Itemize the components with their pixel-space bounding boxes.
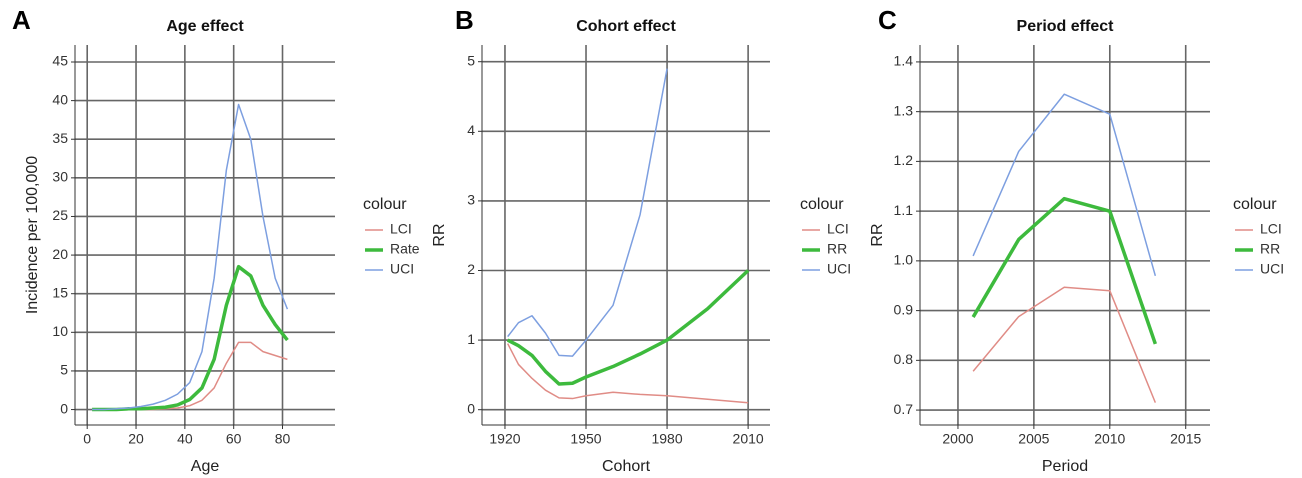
y-tick-label: 0.7 xyxy=(894,401,914,417)
y-tick-label: 1.2 xyxy=(894,152,914,168)
legend-label: UCI xyxy=(1260,261,1284,277)
y-tick-label: 5 xyxy=(60,362,68,378)
x-tick-label: 40 xyxy=(177,431,193,447)
y-tick-label: 2 xyxy=(467,261,475,277)
legend-label: LCI xyxy=(827,221,849,237)
panel: 0 5 10 15 20 25 30 35 40 45 0 20 40 60 80 A Age effect Ag… xyxy=(12,5,420,475)
y-tick-label: 3 xyxy=(467,192,475,208)
y-tick-label: 35 xyxy=(52,130,68,146)
y-tick-label: 0 xyxy=(467,400,475,416)
y-tick-label: 4 xyxy=(467,122,475,138)
chart-title: Age effect xyxy=(166,18,244,35)
line-series xyxy=(507,343,749,404)
chart-title: Cohort effect xyxy=(576,18,676,35)
legend-label: UCI xyxy=(390,261,414,277)
y-tick-label: 15 xyxy=(52,284,68,300)
x-tick-label: 2010 xyxy=(1094,431,1125,447)
y-tick-label: 45 xyxy=(52,53,68,69)
y-tick-label: 10 xyxy=(52,323,68,339)
legend-label: LCI xyxy=(390,221,412,237)
x-axis-label: Period xyxy=(1042,458,1088,475)
line-series xyxy=(506,269,750,386)
line-series xyxy=(507,68,668,357)
y-tick-label: 1.1 xyxy=(894,202,914,218)
y-axis-label: Incidence per 100,000 xyxy=(24,156,41,314)
x-tick-label: 20 xyxy=(128,431,144,447)
legend-title: colour xyxy=(800,196,844,213)
x-axis-label: Cohort xyxy=(602,458,651,475)
chart-title: Period effect xyxy=(1017,18,1115,35)
x-tick-label: 2015 xyxy=(1170,431,1201,447)
panel-label: B xyxy=(455,5,474,35)
line-series xyxy=(92,264,289,412)
panel: 0 1 2 3 4 5 1920 1950 1980 2010 B Cohort effect Coho… xyxy=(431,5,851,475)
x-tick-label: 2005 xyxy=(1018,431,1049,447)
y-tick-label: 30 xyxy=(52,169,68,185)
panel: 0.7 0.8 0.9 1.0 1.1 1.2 1.3 1.4 2000 2005 2010 2015… xyxy=(869,5,1284,475)
line-series xyxy=(971,196,1157,345)
x-tick-label: 60 xyxy=(226,431,242,447)
legend-label: RR xyxy=(1260,241,1280,257)
y-tick-label: 1.3 xyxy=(894,102,914,118)
y-tick-label: 0.8 xyxy=(894,351,914,367)
x-tick-label: 80 xyxy=(275,431,291,447)
x-tick-label: 1950 xyxy=(570,431,601,447)
legend-label: Rate xyxy=(390,241,420,257)
x-tick-label: 0 xyxy=(83,431,91,447)
legend-label: LCI xyxy=(1260,221,1282,237)
y-axis-label: RR xyxy=(431,223,448,246)
y-tick-label: 1.0 xyxy=(894,252,914,268)
y-tick-label: 20 xyxy=(52,246,68,262)
x-tick-label: 2010 xyxy=(733,431,764,447)
legend-label: RR xyxy=(827,241,847,257)
x-tick-label: 1980 xyxy=(651,431,682,447)
x-tick-label: 1920 xyxy=(489,431,520,447)
legend-title: colour xyxy=(1233,196,1277,213)
panel-label: C xyxy=(878,5,897,35)
y-tick-label: 0.9 xyxy=(894,301,914,317)
y-tick-label: 0 xyxy=(60,400,68,416)
line-series xyxy=(972,93,1157,276)
y-tick-label: 1 xyxy=(467,331,475,347)
y-tick-label: 40 xyxy=(52,91,68,107)
y-tick-label: 1.4 xyxy=(894,53,914,69)
y-axis-label: RR xyxy=(869,223,886,246)
y-tick-label: 25 xyxy=(52,207,68,223)
panel-label: A xyxy=(12,5,31,35)
y-tick-label: 5 xyxy=(467,52,475,68)
line-series xyxy=(92,103,289,411)
legend-title: colour xyxy=(363,196,407,213)
x-tick-label: 2000 xyxy=(942,431,973,447)
line-series xyxy=(972,286,1157,403)
legend-label: UCI xyxy=(827,261,851,277)
x-axis-label: Age xyxy=(191,458,220,475)
